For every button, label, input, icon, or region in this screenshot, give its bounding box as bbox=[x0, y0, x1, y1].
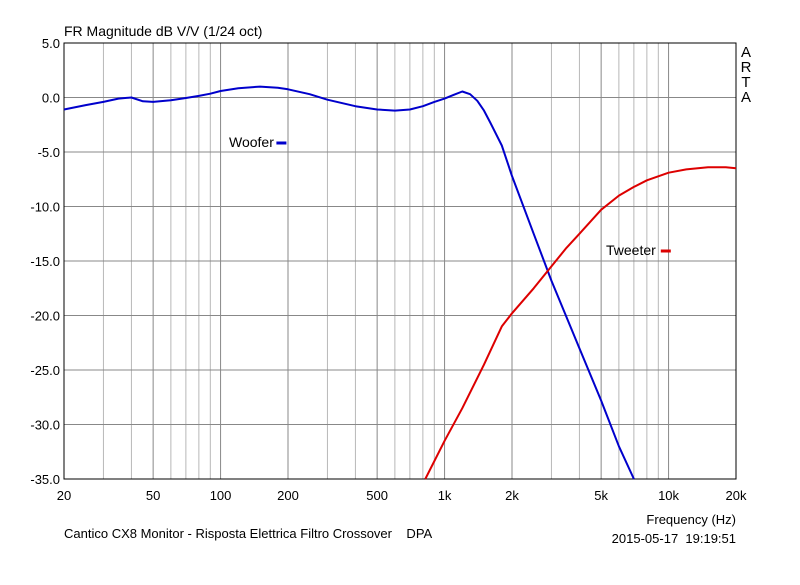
y-tick-label: -10.0 bbox=[30, 200, 60, 215]
y-tick-label: -20.0 bbox=[30, 309, 60, 324]
x-tick-label: 5k bbox=[594, 488, 608, 503]
y-tick-label: -25.0 bbox=[30, 363, 60, 378]
footer-timestamp: 2015-05-17 19:19:51 bbox=[612, 531, 736, 546]
legend-label-tweeter: Tweeter bbox=[606, 242, 656, 258]
y-tick-label: -15.0 bbox=[30, 254, 60, 269]
watermark-letter: A bbox=[741, 89, 751, 106]
series-line-tweeter bbox=[424, 166, 737, 480]
y-tick-label: -35.0 bbox=[30, 472, 60, 487]
watermark-letter: T bbox=[741, 74, 750, 91]
x-tick-label: 500 bbox=[366, 488, 388, 503]
footer-caption: Cantico CX8 Monitor - Risposta Elettrica… bbox=[64, 526, 433, 541]
y-tick-label: -30.0 bbox=[30, 418, 60, 433]
x-tick-label: 10k bbox=[658, 488, 679, 503]
y-tick-label: -5.0 bbox=[38, 145, 60, 160]
x-tick-labels: 20 50 100 200 500 1k 2k 5k 10k 20k bbox=[57, 488, 747, 503]
x-tick-label: 20k bbox=[726, 488, 747, 503]
legend: Woofer Tweeter bbox=[229, 134, 671, 258]
y-tick-label: 0.0 bbox=[42, 91, 60, 106]
x-tick-label: 20 bbox=[57, 488, 71, 503]
x-tick-label: 100 bbox=[210, 488, 232, 503]
plot-frame bbox=[63, 42, 737, 480]
series-layer bbox=[63, 85, 737, 480]
x-tick-label: 1k bbox=[438, 488, 452, 503]
legend-label-woofer: Woofer bbox=[229, 134, 274, 150]
x-tick-label: 50 bbox=[146, 488, 160, 503]
series-line-woofer bbox=[63, 85, 635, 480]
x-axis-label: Frequency (Hz) bbox=[646, 512, 736, 527]
chart-title: FR Magnitude dB V/V (1/24 oct) bbox=[64, 23, 262, 39]
x-tick-label: 200 bbox=[277, 488, 299, 503]
x-tick-label: 2k bbox=[505, 488, 519, 503]
watermark-letter: R bbox=[741, 59, 752, 76]
watermark-letter: A bbox=[741, 44, 751, 61]
y-tick-labels: 5.0 0.0 -5.0 -10.0 -15.0 -20.0 -25.0 -30.0 -35.0 bbox=[30, 36, 60, 487]
y-tick-label: 5.0 bbox=[42, 36, 60, 51]
